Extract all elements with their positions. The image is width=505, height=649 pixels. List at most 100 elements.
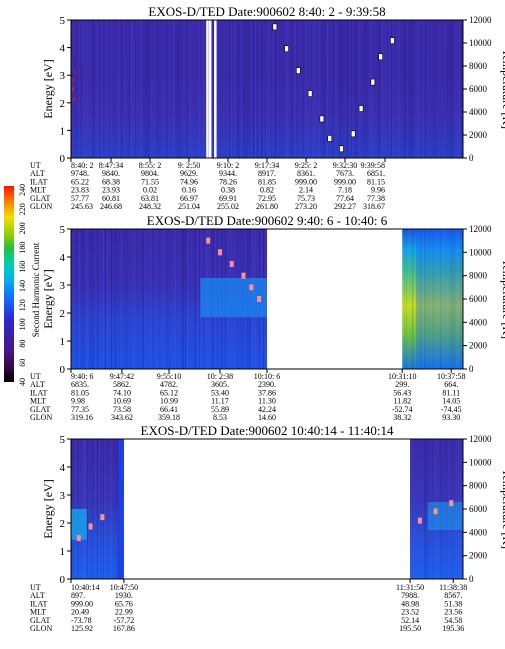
spectrogram-stripe — [93, 229, 94, 369]
y2-tick-label: 8000 — [469, 271, 488, 281]
spectrogram-stripe — [171, 20, 172, 158]
spectrogram-stripe — [404, 229, 406, 369]
spectrogram-stripe — [343, 20, 344, 158]
colorbar-tick-label: 220 — [18, 203, 27, 215]
colorbar-ticks: 40 60 80 100 120 140 160 180 200 220 240 — [18, 184, 27, 386]
spectrogram-stripe — [437, 20, 438, 158]
spectrogram-stripe — [109, 20, 110, 158]
orbit-value: 81.05 — [71, 388, 89, 397]
orbit-value: 11.30 — [258, 397, 276, 406]
orbit-row-label: ILAT — [30, 599, 47, 608]
spectrogram-stripe — [91, 229, 92, 369]
spectrogram-stripe — [416, 229, 418, 369]
colorbar — [4, 186, 14, 382]
spectrogram-stripe — [450, 229, 452, 369]
temperature-point — [100, 514, 105, 521]
orbit-value: 251.04 — [178, 202, 200, 210]
spectrogram-stripe — [109, 229, 110, 369]
panel-title: EXOS-D/TED Date:900602 8:40: 2 - 9:39:58 — [148, 4, 385, 19]
y2-tick-label: 6000 — [469, 84, 488, 94]
colorbar-tick-label: 40 — [18, 378, 27, 386]
spectrogram-stripe — [75, 20, 76, 158]
colorbar-tick-label: 160 — [18, 261, 27, 273]
spectrogram-stripe — [445, 20, 446, 158]
orbit-value: 8.53 — [213, 413, 227, 420]
y-tick-label: 3 — [60, 490, 66, 502]
orbit-value: 10:47:50 — [110, 583, 138, 592]
spectrogram-stripe — [81, 229, 82, 369]
spectrogram-stripe — [191, 20, 192, 158]
spectrogram-stripe — [157, 229, 158, 369]
spectrogram-stripe — [193, 20, 194, 158]
spectrogram-stripe — [441, 20, 442, 158]
orbit-value: 10:40:14 — [71, 583, 99, 592]
spectrogram-stripe — [451, 20, 452, 158]
spectrogram-stripe — [257, 20, 258, 158]
spectrogram-stripe — [452, 229, 454, 369]
y-tick-label: 1 — [60, 125, 66, 137]
orbit-value: 22.99 — [115, 608, 133, 617]
orbit-value: 248.32 — [139, 202, 161, 210]
orbit-value: 9629. — [180, 169, 198, 178]
spectrogram-stripe — [167, 229, 168, 369]
y-tick-label: 2 — [60, 518, 66, 530]
orbit-value: 8567. — [444, 591, 462, 600]
spectrogram-stripe — [414, 439, 416, 579]
spectrogram-stripe — [249, 20, 250, 158]
orbit-value: 77.35 — [71, 405, 89, 414]
orbit-value: 10:37:58 — [437, 372, 465, 381]
spectrogram-stripe — [416, 439, 417, 579]
spectrogram-stripe — [379, 20, 380, 158]
spectrogram-stripe — [117, 229, 118, 369]
spectrogram-stripe — [401, 20, 402, 158]
orbit-value: -52.74 — [392, 405, 413, 414]
orbit-value: 255.02 — [217, 202, 239, 210]
spectrogram-stripe — [281, 20, 282, 158]
spectrogram-stripe — [291, 20, 292, 158]
spectrogram-stripe — [111, 439, 112, 579]
spectrogram-stripe — [129, 20, 130, 158]
spectrogram-stripe — [99, 439, 100, 579]
spectrogram-stripe — [143, 20, 144, 158]
orbit-value: 11:38:38 — [439, 583, 467, 592]
orbit-value: 9:39:58 — [361, 161, 385, 170]
spectrogram-stripe — [426, 439, 428, 579]
spectrogram-stripe — [371, 20, 372, 158]
spectrogram-stripe — [253, 20, 254, 158]
spectrogram-stripe — [383, 20, 384, 158]
temperature-point — [257, 296, 262, 302]
spectrogram-stripe — [133, 229, 134, 369]
spectrogram-enhancement — [415, 229, 463, 369]
spectrogram-stripe — [414, 229, 416, 369]
orbit-value: 75.73 — [297, 194, 315, 203]
orbit-row-label: UT — [30, 372, 41, 381]
spectrogram-stripe — [341, 20, 342, 158]
spectrogram-stripe — [438, 229, 440, 369]
y-tick-label: 1 — [60, 336, 66, 348]
spectrogram-stripe — [137, 20, 138, 158]
spectrogram-stripe — [111, 229, 112, 369]
spectrogram-stripe — [375, 20, 376, 158]
orbit-value: 9:47:42 — [110, 372, 134, 381]
spectrogram-stripe — [295, 20, 296, 158]
orbit-value: 65.12 — [160, 388, 178, 397]
orbit-value: 6851. — [367, 169, 385, 178]
orbit-value: 51.38 — [444, 599, 462, 608]
spectrogram-stripe — [239, 20, 240, 158]
orbit-value: 20.49 — [71, 608, 89, 617]
spectrogram-stripe — [87, 20, 88, 158]
spectrogram-stripe — [183, 229, 184, 369]
orbit-value: 38.32 — [393, 413, 411, 420]
spectrogram-stripe — [217, 20, 218, 158]
orbit-row-label: ALT — [30, 380, 45, 389]
spectrogram-stripe — [305, 20, 306, 158]
orbit-value: 343.62 — [111, 413, 133, 420]
orbit-value: 7.18 — [338, 186, 352, 195]
orbit-value: 72.95 — [258, 194, 276, 203]
spectrogram-stripe — [163, 20, 164, 158]
orbit-row-label: GLAT — [30, 405, 51, 414]
spectrogram-stripe — [440, 229, 442, 369]
spectrogram-stripe — [315, 20, 316, 158]
orbit-value: 23.52 — [401, 608, 419, 617]
spectrogram-stripe — [309, 20, 310, 158]
